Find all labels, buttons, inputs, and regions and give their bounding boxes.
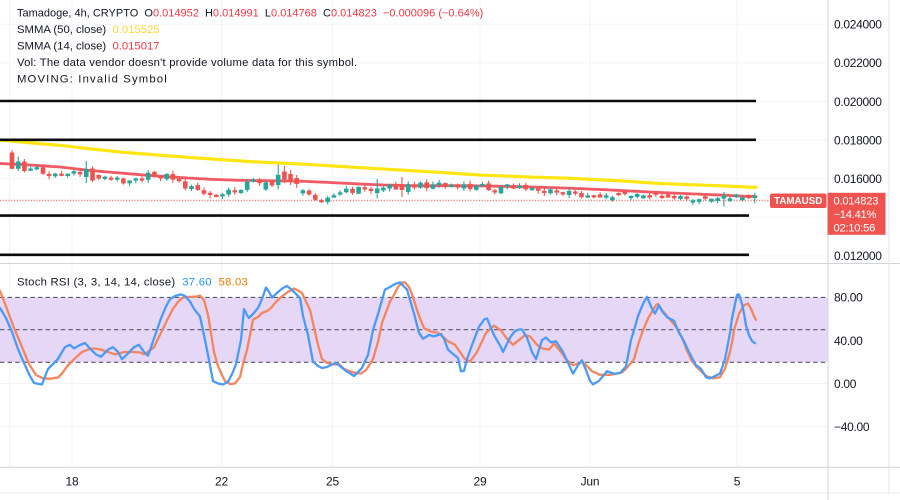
- svg-text:SMMA (50, close) 0.015525: SMMA (50, close) 0.015525: [17, 24, 160, 36]
- svg-text:22: 22: [215, 475, 228, 489]
- svg-text:0.00: 0.00: [834, 377, 857, 391]
- svg-text:02:10:56: 02:10:56: [834, 222, 876, 234]
- svg-text:40.00: 40.00: [834, 334, 863, 348]
- svg-text:0.024000: 0.024000: [834, 18, 882, 32]
- svg-text:0.016000: 0.016000: [834, 172, 882, 186]
- svg-text:0.014823: 0.014823: [834, 195, 879, 207]
- svg-text:−14.41%: −14.41%: [834, 209, 877, 221]
- svg-text:TAMAUSD: TAMAUSD: [774, 196, 822, 207]
- svg-text:Tamadoge, 4h, CRYPTO O0.01495: Tamadoge, 4h, CRYPTO O0.014952 H0.014991…: [17, 8, 483, 20]
- svg-text:18: 18: [66, 475, 79, 489]
- svg-text:Vol: The data vendor doesn't p: Vol: The data vendor doesn't provide vol…: [17, 57, 357, 69]
- svg-text:SMMA (14, close) 0.015017: SMMA (14, close) 0.015017: [17, 41, 160, 53]
- svg-text:MOVING: Invalid Symbol: MOVING: Invalid Symbol: [17, 74, 168, 86]
- svg-text:0.022000: 0.022000: [834, 56, 882, 70]
- svg-text:29: 29: [474, 475, 487, 489]
- svg-text:5: 5: [734, 475, 741, 489]
- svg-text:0.018000: 0.018000: [834, 133, 882, 147]
- svg-text:0.020000: 0.020000: [834, 95, 882, 109]
- svg-text:−40.00: −40.00: [834, 420, 870, 434]
- svg-text:25: 25: [326, 475, 339, 489]
- svg-text:80.00: 80.00: [834, 291, 863, 305]
- svg-text:Stoch RSI (3, 3, 14, 14, close: Stoch RSI (3, 3, 14, 14, close) 37.60 58…: [17, 277, 248, 289]
- svg-text:Jun: Jun: [581, 475, 600, 489]
- svg-text:0.012000: 0.012000: [834, 249, 882, 263]
